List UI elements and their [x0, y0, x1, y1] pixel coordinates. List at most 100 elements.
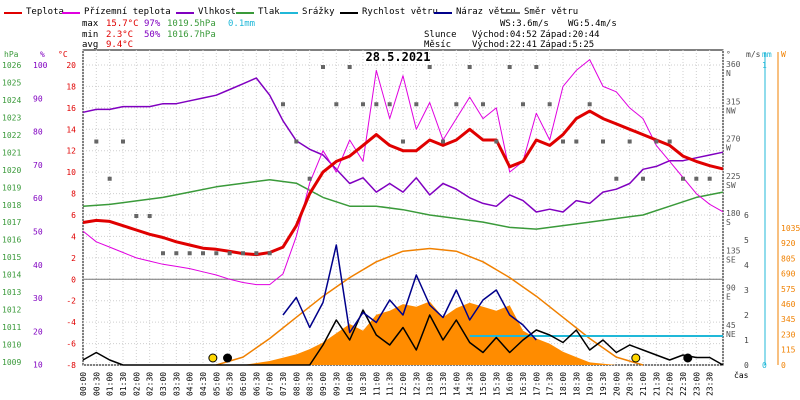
axis-unit-hpa: hPa	[4, 50, 19, 59]
legend-label: Náraz větru	[456, 7, 516, 17]
axis-tick-hpa: 1013	[2, 288, 21, 297]
axis-tick-direction: 360	[726, 60, 741, 69]
wind-direction-dot	[627, 139, 632, 144]
wind-direction-dot	[401, 139, 405, 144]
axis-tick-time: 00:00	[79, 372, 88, 396]
wind-direction-dot	[267, 251, 272, 256]
stat-avg-temp: 9.4°C	[106, 40, 133, 50]
axis-tick-time: 15:30	[492, 372, 501, 396]
axis-tick-mm: 0	[762, 361, 767, 370]
axis-tick-ms: 4	[744, 261, 749, 270]
axis-tick-direction: 180	[726, 209, 741, 218]
wind-direction-dot	[214, 251, 219, 256]
axis-tick-w: 1035	[781, 224, 800, 233]
wind-direction-dot	[521, 102, 525, 107]
axis-tick-time: 08:30	[306, 372, 315, 396]
axis-unit-w: W	[781, 50, 786, 59]
axis-tick-direction: 315	[726, 97, 741, 106]
theoretical-solar-line	[216, 247, 644, 366]
legend-label: Přízemní teplota	[84, 7, 171, 17]
axis-tick-hpa: 1023	[2, 113, 21, 122]
wind-direction-dot	[681, 176, 685, 181]
axis-tick-temperature: -6	[66, 340, 76, 349]
wind-direction-dot	[201, 251, 205, 256]
wind-direction-dot	[241, 251, 245, 256]
wind-direction-dot	[454, 102, 459, 107]
axis-tick-compass: S	[726, 218, 731, 227]
axis-tick-time: 01:00	[106, 372, 115, 396]
axis-tick-time: 08:00	[292, 372, 301, 396]
axis-tick-time: 19:30	[599, 372, 608, 396]
axis-tick-time: 20:30	[626, 372, 635, 396]
stat-min-humidity: 50%	[144, 30, 161, 40]
wind-direction-dot	[427, 65, 432, 69]
axis-tick-temperature: 0	[71, 275, 76, 284]
axis-tick-time: 05:00	[212, 372, 221, 396]
stat-min-temp: 2.3°C	[106, 30, 133, 40]
axis-tick-temperature: -8	[66, 361, 76, 370]
axis-tick-time: 17:30	[546, 372, 555, 396]
axis-tick-time: 02:00	[132, 372, 141, 396]
solar-radiation-area	[216, 301, 617, 365]
axis-tick-hpa: 1019	[2, 183, 21, 192]
stat-max-temp: 15.7°C	[106, 19, 139, 29]
axis-tick-hpa: 1009	[2, 358, 21, 367]
axis-tick-time: 10:00	[346, 372, 355, 396]
axis-tick-time: 23:30	[706, 372, 715, 396]
axis-tick-temperature: 12	[66, 147, 76, 156]
axis-tick-time: 04:00	[186, 372, 195, 396]
wind-direction-dot	[147, 214, 152, 218]
axis-tick-time: 09:00	[319, 372, 328, 396]
axis-tick-ms: 1	[744, 336, 749, 345]
stat-label-avg: avg	[82, 40, 98, 50]
axis-tick-direction: 45	[726, 321, 736, 330]
axis-tick-time: 11:00	[372, 372, 381, 396]
axis-tick-time: 14:30	[466, 372, 475, 396]
axis-tick-hpa: 1025	[2, 78, 21, 87]
sunrise-time: Východ:04:52	[472, 30, 537, 40]
wind-direction-dot	[441, 139, 445, 144]
axis-tick-time: 00:30	[92, 372, 101, 396]
moon-label: Měsíc	[424, 40, 451, 50]
axis-tick-temperature: 4	[71, 232, 76, 241]
wind-gust-line	[282, 244, 537, 341]
wind-gust-stat: WG:5.4m/s	[568, 19, 617, 29]
wind-direction-dot	[107, 176, 112, 181]
axis-tick-ms: 5	[744, 236, 749, 245]
humidity-line	[82, 77, 724, 213]
axis-tick-time: 01:30	[119, 372, 128, 396]
legend-label: Srážky	[302, 7, 335, 17]
axis-tick-time: 13:00	[426, 372, 435, 396]
axis-tick-time: 21:30	[652, 372, 661, 396]
axis-tick-time: 17:00	[532, 372, 541, 396]
wind-direction-dot	[174, 251, 179, 256]
axis-tick-direction: 90	[726, 284, 736, 293]
axis-tick-time: 15:00	[479, 372, 488, 396]
axis-tick-time: 07:30	[279, 372, 288, 396]
axis-tick-humidity: 70	[33, 161, 43, 170]
axis-tick-hpa: 1017	[2, 218, 21, 227]
legend-label: Teplota	[26, 7, 64, 17]
wind-direction-dot	[347, 65, 352, 69]
axis-tick-time: 16:30	[519, 372, 528, 396]
axis-tick-time: 22:30	[679, 372, 688, 396]
axis-tick-hpa: 1026	[2, 61, 21, 70]
temperature-line	[82, 109, 724, 257]
axis-tick-direction: 270	[726, 135, 741, 144]
axis-unit-ms: m/s	[746, 50, 761, 59]
axis-tick-hpa: 1021	[2, 148, 21, 157]
wind-direction-dot	[481, 102, 485, 107]
wind-speed-line	[82, 309, 724, 366]
axis-tick-w: 115	[781, 346, 796, 355]
axis-tick-hpa: 1016	[2, 236, 21, 245]
wind-direction-dot	[187, 251, 192, 256]
wind-direction-dot	[294, 139, 299, 144]
axis-tick-time: 18:30	[572, 372, 581, 396]
axis-tick-w: 690	[781, 270, 796, 279]
wind-direction-dot	[507, 65, 512, 69]
moonset-time: Západ:5:25	[540, 40, 594, 50]
axis-tick-hpa: 1010	[2, 341, 21, 350]
wind-direction-dot	[334, 102, 339, 107]
axis-tick-time: 19:00	[586, 372, 595, 396]
